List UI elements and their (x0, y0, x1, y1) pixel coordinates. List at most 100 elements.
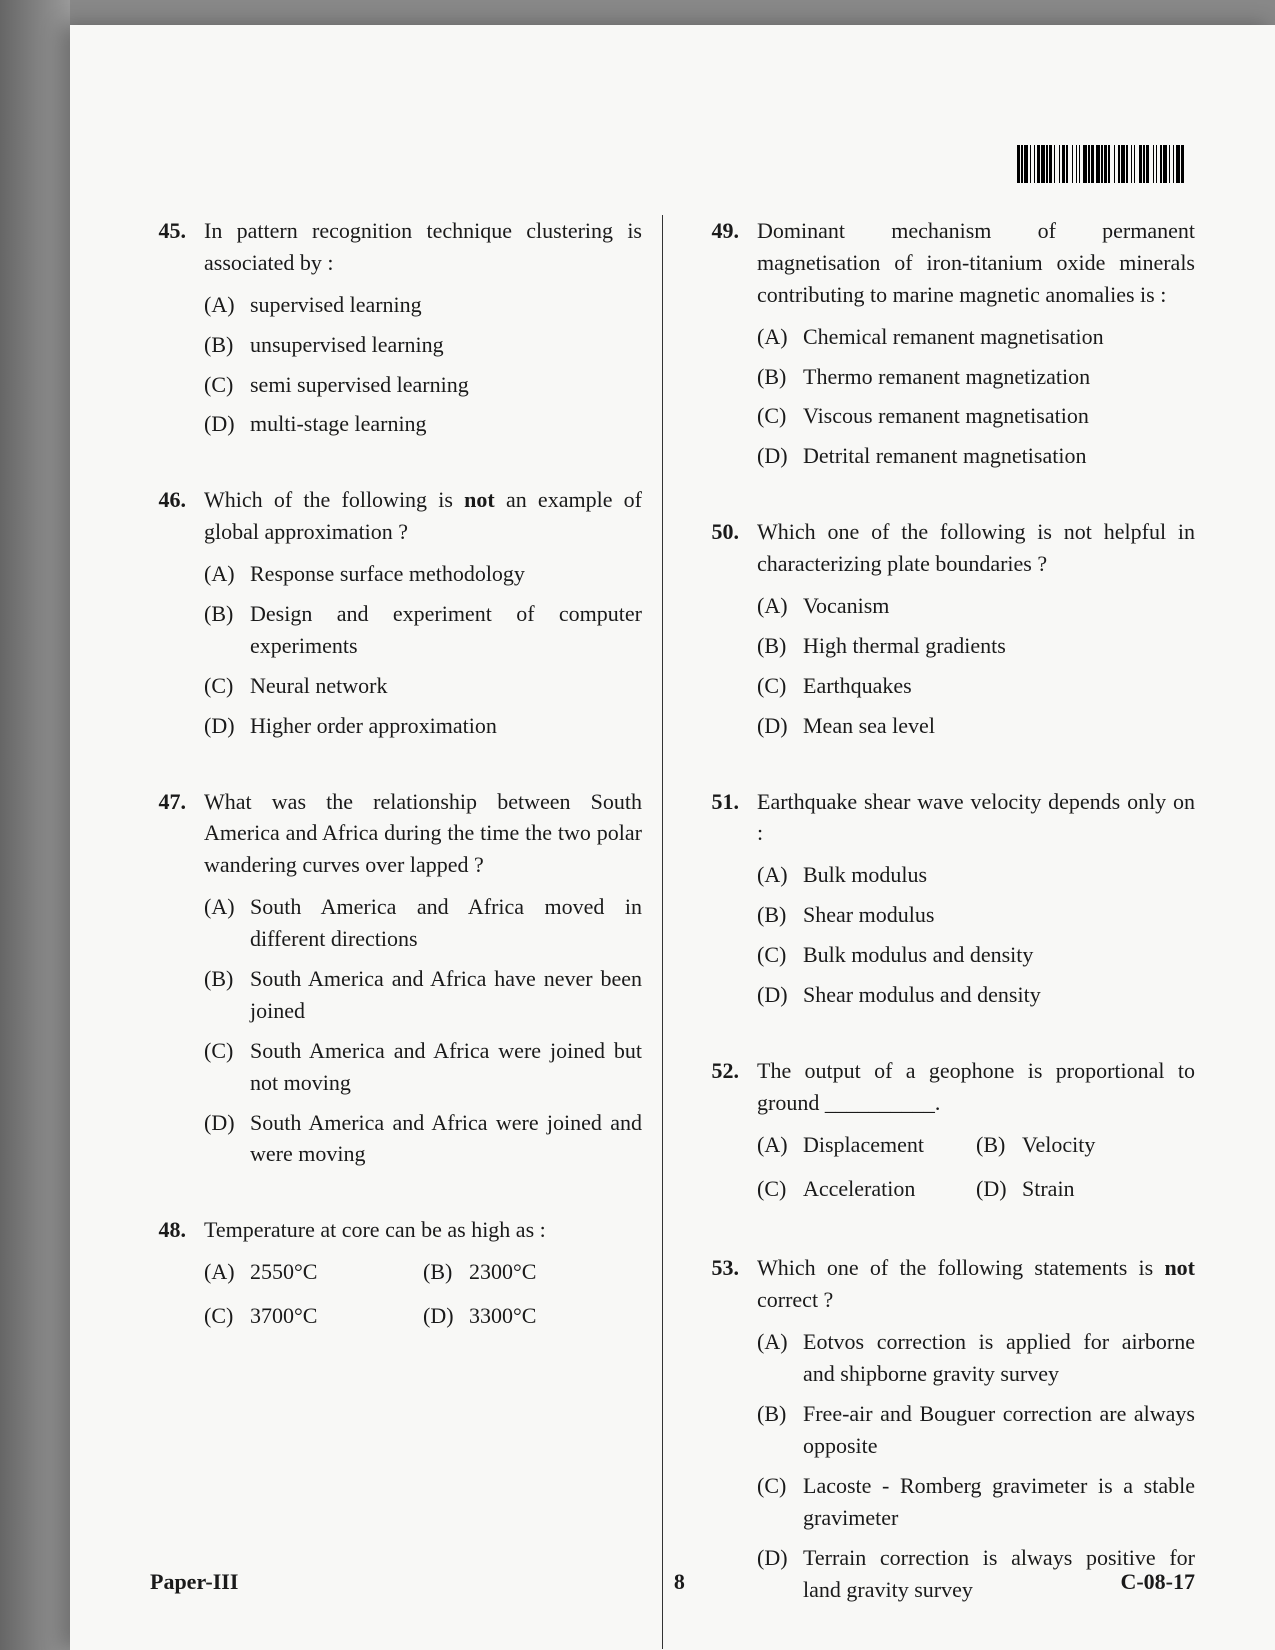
option-label: (B) (423, 1256, 457, 1288)
barcode (1017, 145, 1185, 183)
question: 45. In pattern recognition technique clus… (150, 215, 642, 448)
option-label: (C) (204, 369, 238, 401)
question-body: Which one of the following statements is… (757, 1252, 1195, 1613)
option-label: (B) (204, 598, 238, 630)
option-text: 2300°C (469, 1256, 642, 1288)
option: (C)3700°C (204, 1300, 423, 1332)
option-label: (A) (757, 1326, 791, 1358)
option-label: (B) (757, 899, 791, 931)
question: 49. Dominant mechanism of permanent magne… (703, 215, 1195, 480)
question-text: Earthquake shear wave velocity depends o… (757, 786, 1195, 850)
question-number: 51. (703, 786, 739, 1019)
options-list: (A) Displacement(B) Velocity (C)Acceleratio… (757, 1129, 1195, 1217)
option-text: Design and experiment of computer experi… (250, 598, 642, 662)
option-text: Strain (1022, 1173, 1195, 1205)
options-list: (A)South America and Africa moved in dif… (204, 891, 642, 1170)
option: (C)Viscous remanent magnetisation (757, 400, 1195, 432)
question: 52. The output of a geophone is proportio… (703, 1055, 1195, 1217)
question: 51. Earthquake shear wave velocity depend… (703, 786, 1195, 1019)
option-text: Lacoste - Romberg gravimeter is a stable… (803, 1470, 1195, 1534)
option: (A) Displacement (757, 1129, 976, 1161)
question-text: What was the relationship between South … (204, 786, 642, 882)
question-number: 52. (703, 1055, 739, 1217)
question-body: Which of the following is not an example… (204, 484, 642, 749)
option-label: (B) (976, 1129, 1010, 1161)
question-body: Which one of the following is not helpfu… (757, 516, 1195, 749)
option-text: Eotvos correction is applied for airborn… (803, 1326, 1195, 1390)
option-label: (D) (204, 710, 238, 742)
option-label: (A) (204, 558, 238, 590)
option-label: (A) (757, 590, 791, 622)
option-text: Bulk modulus (803, 859, 1195, 891)
option-label: (C) (204, 1300, 238, 1332)
option-label: (C) (757, 400, 791, 432)
question: 53. Which one of the following statements… (703, 1252, 1195, 1613)
question-text: The output of a geophone is proportional… (757, 1055, 1195, 1119)
options-list: (A)2550°C(B) 2300°C (C)3700°C(D) 3300°C (204, 1256, 642, 1344)
option-label: (C) (757, 1173, 791, 1205)
question: 48.Temperature at core can be as high as… (150, 1214, 642, 1344)
option-text: Shear modulus (803, 899, 1195, 931)
option-text: 3300°C (469, 1300, 642, 1332)
option: (B)South America and Africa have never b… (204, 963, 642, 1027)
question-text: In pattern recognition technique cluster… (204, 215, 642, 279)
option-text: Thermo remanent magnetization (803, 361, 1195, 393)
options-list: (A)Vocanism(B)High thermal gradients(C)E… (757, 590, 1195, 742)
question-number: 53. (703, 1252, 739, 1613)
option: (C)South America and Africa were joined … (204, 1035, 642, 1099)
option-label: (C) (757, 1470, 791, 1502)
option: (C)Acceleration (757, 1173, 976, 1205)
option: (D) Higher order approximation (204, 710, 642, 742)
question-body: Earthquake shear wave velocity depends o… (757, 786, 1195, 1019)
option: (B)Free-air and Bouguer correction are a… (757, 1398, 1195, 1462)
question-body: In pattern recognition technique cluster… (204, 215, 642, 448)
option-text: supervised learning (250, 289, 642, 321)
option: (A)2550°C (204, 1256, 423, 1288)
option-text: Velocity (1022, 1129, 1195, 1161)
option-label: (D) (757, 440, 791, 472)
option-text: unsupervised learning (250, 329, 642, 361)
question-text: Which of the following is not an example… (204, 484, 642, 548)
page-footer: Paper-III 8 C-08-17 (150, 1569, 1195, 1595)
option: (A)supervised learning (204, 289, 642, 321)
option-text: 2550°C (250, 1256, 423, 1288)
options-list: (A)Chemical remanent magnetisation(B)The… (757, 321, 1195, 473)
exam-page: 45. In pattern recognition technique clus… (70, 25, 1275, 1650)
question-number: 47. (150, 786, 186, 1179)
option: (C)Neural network (204, 670, 642, 702)
page-shadow (0, 0, 70, 1650)
option-label: (A) (204, 891, 238, 923)
question-body: Dominant mechanism of permanent magnetis… (757, 215, 1195, 480)
footer-right: C-08-17 (1120, 1569, 1195, 1595)
question-number: 45. (150, 215, 186, 448)
question-number: 50. (703, 516, 739, 749)
options-list: (A)Bulk modulus(B)Shear modulus(C)Bulk m… (757, 859, 1195, 1011)
option-text: South America and Africa have never been… (250, 963, 642, 1027)
question-text: Temperature at core can be as high as : (204, 1214, 642, 1246)
option-label: (D) (423, 1300, 457, 1332)
question-number: 46. (150, 484, 186, 749)
option-label: (D) (757, 979, 791, 1011)
left-column: 45. In pattern recognition technique clus… (150, 215, 663, 1649)
option-text: Detrital remanent magnetisation (803, 440, 1195, 472)
option-text: Displacement (803, 1129, 976, 1161)
question-text: Dominant mechanism of permanent magnetis… (757, 215, 1195, 311)
option-text: Higher order approximation (250, 710, 642, 742)
right-column: 49. Dominant mechanism of permanent magne… (693, 215, 1195, 1649)
question-text: Which one of the following statements is… (757, 1252, 1195, 1316)
option: (A) Vocanism (757, 590, 1195, 622)
option-label: (C) (204, 1035, 238, 1067)
option-label: (A) (757, 859, 791, 891)
option-text: semi supervised learning (250, 369, 642, 401)
option-text: Vocanism (803, 590, 1195, 622)
question-body: Temperature at core can be as high as : (… (204, 1214, 642, 1344)
option: (D)multi-stage learning (204, 408, 642, 440)
option: (D)South America and Africa were joined … (204, 1107, 642, 1171)
option-label: (A) (757, 1129, 791, 1161)
option-label: (C) (757, 939, 791, 971)
question: 50. Which one of the following is not hel… (703, 516, 1195, 749)
options-list: (A)Response surface methodology(B)Design… (204, 558, 642, 741)
option-label: (D) (976, 1173, 1010, 1205)
question-number: 49. (703, 215, 739, 480)
option: (A)Chemical remanent magnetisation (757, 321, 1195, 353)
